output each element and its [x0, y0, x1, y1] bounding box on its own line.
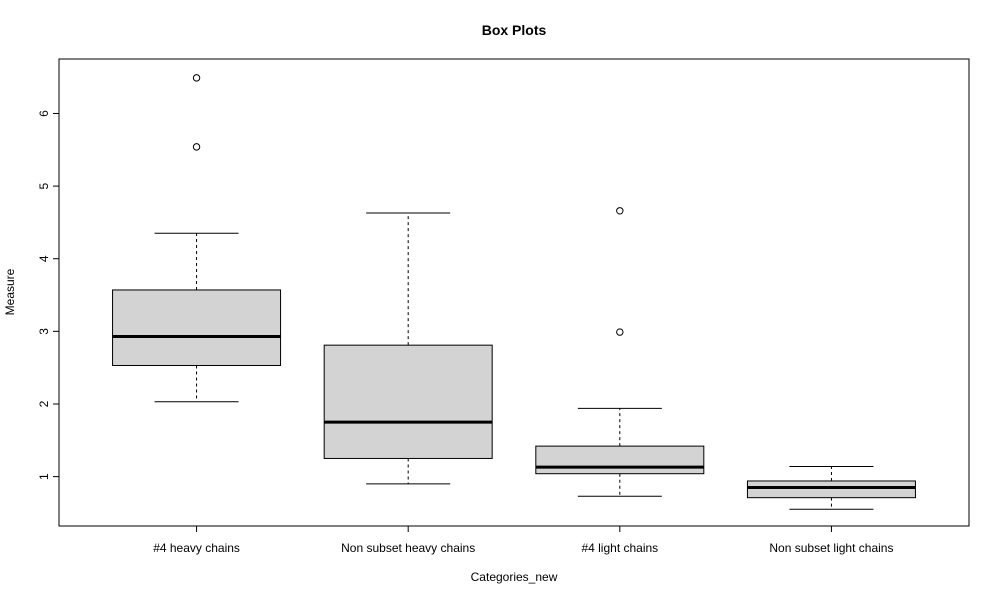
chart-title: Box Plots [482, 22, 547, 38]
outlier-point [616, 207, 624, 215]
x-axis: #4 heavy chains Non subset heavy chains #4… [153, 525, 893, 555]
box-group [112, 74, 282, 403]
x-tick-label: #4 heavy chains [153, 541, 240, 555]
iqr-box [323, 344, 493, 459]
box-group [323, 212, 493, 485]
y-tick-label: 2 [37, 400, 51, 407]
iqr-box [112, 289, 282, 366]
iqr-box [746, 480, 916, 499]
box-group [535, 207, 705, 497]
y-tick-label: 5 [37, 182, 51, 189]
iqr-box [535, 445, 705, 475]
y-tick-label: 6 [37, 110, 51, 117]
y-tick-label: 1 [37, 473, 51, 480]
x-tick-label: #4 light chains [581, 541, 658, 555]
y-tick-label: 3 [37, 328, 51, 335]
x-tick-label: Non subset light chains [769, 541, 893, 555]
outlier-point [192, 143, 201, 151]
y-axis: 1 2 3 4 5 6 [37, 110, 60, 480]
y-axis-label: Measure [3, 268, 17, 315]
x-axis-label: Categories_new [471, 570, 558, 584]
x-tick-label: Non subset heavy chains [341, 541, 475, 555]
outlier-point [616, 328, 624, 336]
box-series [112, 74, 916, 510]
box-group [746, 465, 916, 510]
outlier-point [192, 74, 201, 82]
y-tick-label: 4 [37, 255, 51, 262]
